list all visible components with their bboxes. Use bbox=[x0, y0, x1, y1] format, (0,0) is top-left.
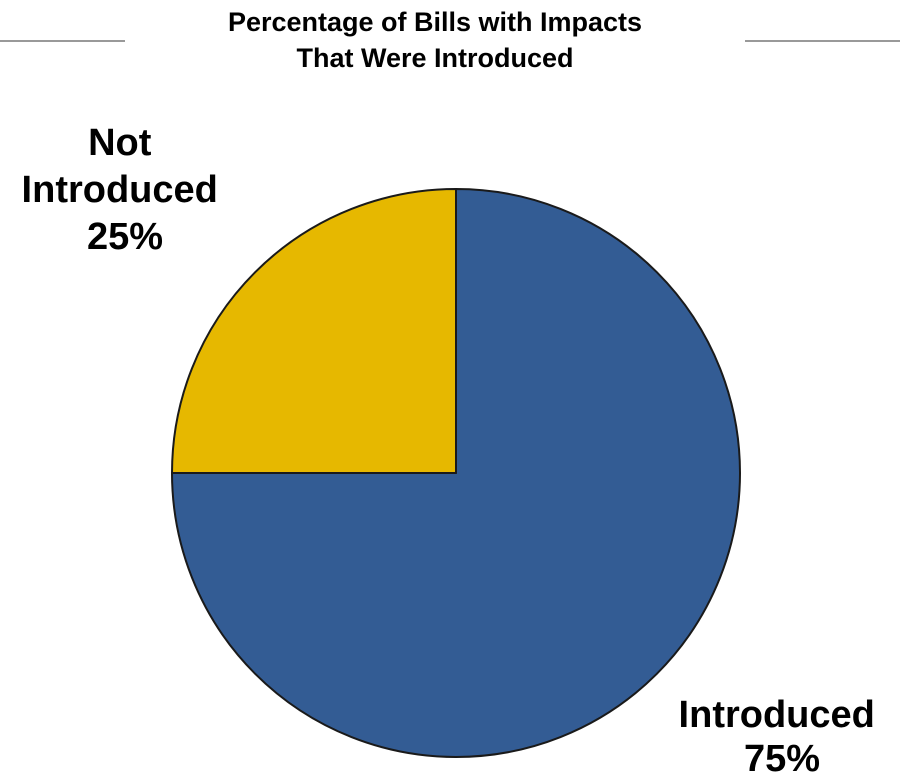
slice-label-introduced-line-1: Introduced bbox=[679, 694, 875, 736]
slice-label-introduced: Introduced 75% bbox=[679, 694, 886, 776]
slice-label-not-introduced: Not Introduced 25% bbox=[22, 122, 229, 258]
title-rule-right bbox=[745, 40, 900, 42]
slice-label-introduced-percent: 75% bbox=[744, 738, 820, 776]
slice-label-not-introduced-percent: 25% bbox=[87, 216, 163, 258]
chart-title: Percentage of Bills with Impacts That We… bbox=[125, 4, 745, 76]
slice-label-not-introduced-line-2: Introduced bbox=[22, 169, 218, 211]
pie-slice-not-introduced bbox=[171, 188, 457, 474]
pie-slices bbox=[171, 188, 741, 758]
title-rule-left bbox=[0, 40, 125, 42]
chart-title-line-2: That Were Introduced bbox=[296, 43, 574, 73]
slice-label-not-introduced-line-1: Not bbox=[88, 122, 152, 164]
chart-title-line-1: Percentage of Bills with Impacts bbox=[227, 7, 643, 37]
